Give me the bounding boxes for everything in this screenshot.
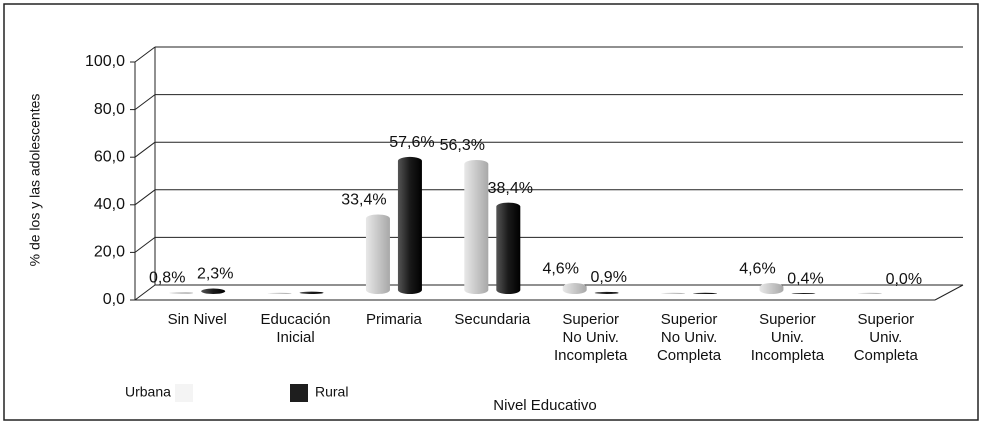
- bar: [661, 292, 686, 294]
- bar: [201, 288, 226, 294]
- y-tick-label: 0,0: [103, 291, 125, 308]
- bar: [365, 214, 390, 294]
- data-label: 33,4%: [341, 192, 386, 209]
- legend-swatch: [175, 384, 193, 402]
- data-label: 0,4%: [787, 270, 823, 287]
- y-tick-label: 100,0: [85, 53, 125, 70]
- legend-label: Urbana: [125, 384, 171, 400]
- grid-side: [134, 236, 156, 253]
- x-tick-label: Educación Inicial: [260, 311, 331, 346]
- y-tick-label: 20,0: [94, 244, 125, 261]
- data-label: 0,0%: [886, 271, 922, 288]
- x-axis-title: Nivel Educativo: [493, 397, 596, 414]
- bar: [496, 202, 521, 294]
- bar: [857, 292, 882, 294]
- y-tick-label: 40,0: [94, 196, 125, 213]
- x-tick-label: Primaria: [366, 311, 422, 328]
- bar: [693, 292, 718, 294]
- bar: [759, 283, 784, 294]
- data-label: 56,3%: [440, 137, 485, 154]
- grid-side: [134, 46, 156, 63]
- data-label: 0,8%: [149, 269, 185, 286]
- x-tick-label: Secundaria: [454, 311, 531, 328]
- bar: [594, 291, 619, 294]
- data-label: 57,6%: [389, 134, 434, 151]
- y-tick-label: 60,0: [94, 148, 125, 165]
- x-tick-label: Superior Univ. Incompleta: [750, 311, 825, 364]
- grid-side: [134, 94, 156, 110]
- data-label: 2,3%: [197, 266, 233, 283]
- bar: [562, 283, 587, 294]
- x-tick-label: Superior No Univ. Incompleta: [554, 311, 628, 364]
- y-axis-title: % de los y las adolescentes: [27, 94, 43, 267]
- x-tick-label: Superior No Univ. Completa: [656, 311, 722, 364]
- x-tick-label: Sin Nivel: [167, 311, 227, 328]
- legend-label: Rural: [315, 384, 348, 400]
- grid-side: [134, 141, 156, 158]
- bar: [267, 292, 292, 294]
- grid-side: [134, 189, 156, 206]
- bar: [299, 291, 324, 294]
- data-label: 0,9%: [590, 269, 626, 286]
- floor-side: [934, 284, 964, 301]
- data-label: 38,4%: [488, 180, 533, 197]
- bar: [791, 293, 816, 294]
- data-label: 4,6%: [542, 260, 578, 277]
- y-tick-label: 80,0: [94, 101, 125, 118]
- bar: [397, 156, 422, 294]
- x-tick-label: Superior Univ. Completa: [853, 311, 918, 364]
- data-label: 4,6%: [739, 260, 775, 277]
- bar: [464, 160, 489, 294]
- legend-swatch: [290, 384, 308, 402]
- frame: [3, 3, 979, 421]
- grid-side: [134, 284, 156, 301]
- bar: [169, 292, 194, 294]
